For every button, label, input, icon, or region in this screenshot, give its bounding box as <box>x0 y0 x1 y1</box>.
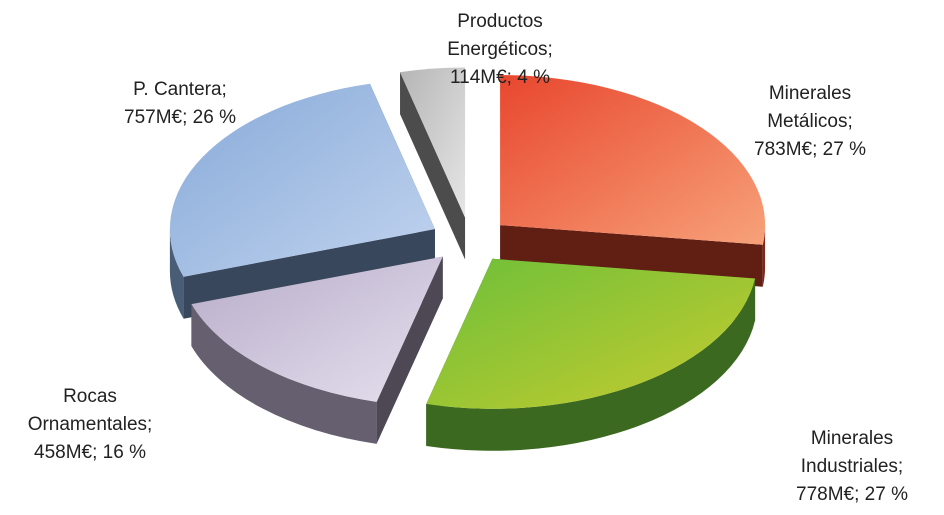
label-p-cantera: P. Cantera; 757M€; 26 % <box>124 79 236 128</box>
slice-minerales-metalicos <box>500 75 766 245</box>
slice-wall-rocas-ornamentales-0 <box>376 256 443 444</box>
label-minerales-industriales: Minerales Industriales; 778M€; 27 % <box>796 428 908 505</box>
slice-side-minerales-metalicos <box>762 225 766 287</box>
slice-side-p-cantera <box>169 229 184 319</box>
slice-wall-productos-energeticos-0 <box>400 72 466 260</box>
slice-side-rocas-ornamentales <box>191 304 377 444</box>
slice-p-cantera <box>169 83 435 277</box>
slice-minerales-industriales <box>426 258 756 409</box>
slice-rocas-ornamentales <box>191 256 443 402</box>
label-minerales-metalicos: Minerales Metálicos; 783M€; 27 % <box>754 83 866 160</box>
label-productos-energeticos: Productos Energéticos; 114M€; 4 % <box>447 11 553 88</box>
slice-side-minerales-industriales <box>426 278 756 451</box>
slice-productos-energeticos <box>400 67 466 218</box>
label-rocas-ornamentales: Rocas Ornamentales; 458M€; 16 % <box>27 386 153 463</box>
